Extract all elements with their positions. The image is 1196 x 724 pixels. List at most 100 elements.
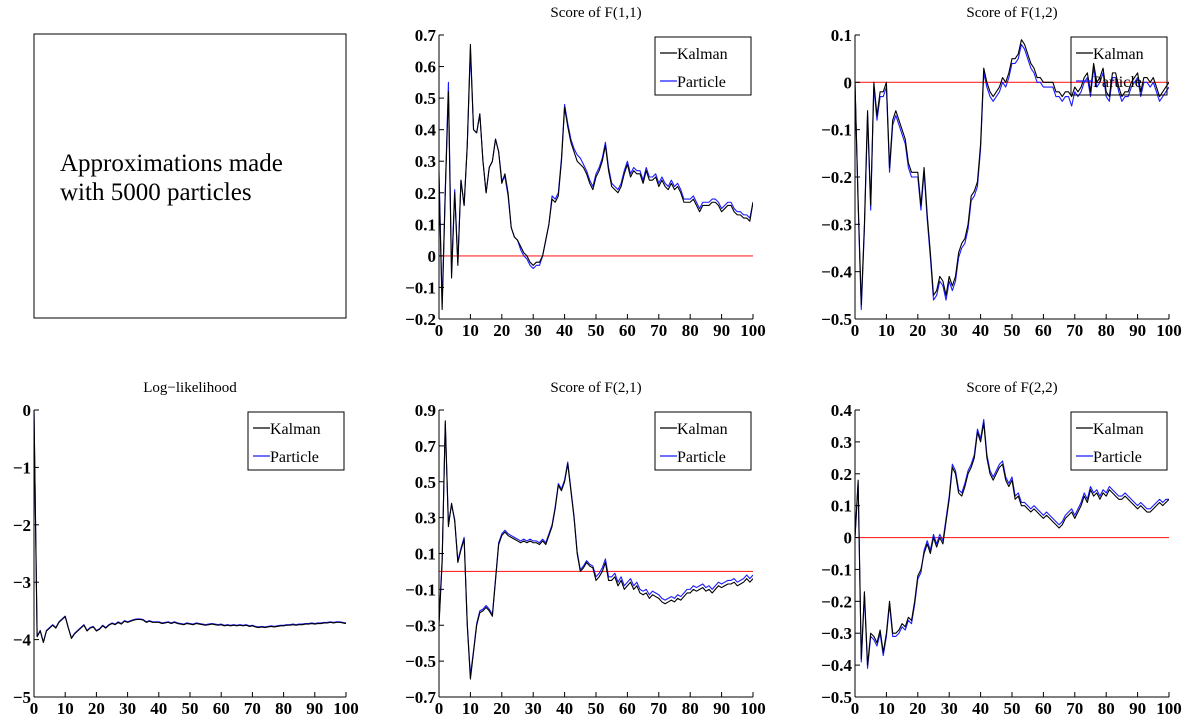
y-tick-label: 0.6 xyxy=(415,58,436,77)
x-tick-label: 50 xyxy=(588,699,605,718)
x-tick-label: 10 xyxy=(462,321,479,340)
x-tick-label: 60 xyxy=(619,699,636,718)
x-tick-label: 80 xyxy=(682,699,699,718)
y-tick-label: 0 xyxy=(23,401,32,420)
legend: Kalman Particle xyxy=(1070,411,1168,471)
x-tick-label: 70 xyxy=(1066,699,1083,718)
x-tick-label: 0 xyxy=(435,321,444,340)
legend: Kalman Particle xyxy=(247,411,345,471)
x-tick-label: 100 xyxy=(1156,699,1182,718)
x-tick-label: 80 xyxy=(1098,321,1115,340)
x-tick-label: 20 xyxy=(493,321,510,340)
x-tick-label: 20 xyxy=(493,699,510,718)
chart-title: Score of F(1,1) xyxy=(550,5,641,21)
x-tick-label: 10 xyxy=(462,699,479,718)
series-line-kalman xyxy=(34,410,346,644)
note-box xyxy=(33,33,347,319)
chart-f11: Score of F(1,1) −0.2 −0.1 0 0.1 0.2 0.3 0.4 0.5 0… xyxy=(405,5,766,340)
y-tick-label: 0.5 xyxy=(415,473,436,492)
y-tick-label: 0.1 xyxy=(831,497,852,516)
y-tick-label: −0.2 xyxy=(821,168,852,187)
legend-label-kalman: Kalman xyxy=(1093,46,1144,63)
chart-f21: Score of F(2,1) −0.7 −0.5 −0.3 −0.1 0.1 0.3 0.5… xyxy=(405,380,766,718)
legend-label-particle: Particle xyxy=(677,449,726,466)
y-tick-label: −2 xyxy=(13,516,31,535)
chart-loglik: Log−likelihood −5 −4 −3 −2 −1 0 0 10 20 30 40 50 60 70… xyxy=(13,380,359,718)
charts-area: Score of F(1,1) −0.2 −0.1 0 0.1 0.2 0.3 0.4 0.5 0… xyxy=(13,5,1182,718)
legend-box xyxy=(1070,36,1168,96)
y-tick-label: −0.1 xyxy=(405,278,436,297)
y-tick-label: 0.4 xyxy=(831,401,853,420)
legend-label-particle: Particle xyxy=(1093,449,1142,466)
y-tick-label: −0.5 xyxy=(821,310,852,329)
y-tick-label: −0.4 xyxy=(821,656,852,675)
x-tick-label: 20 xyxy=(909,699,926,718)
legend-box xyxy=(654,411,752,471)
x-tick-label: 100 xyxy=(333,699,359,718)
x-tick-label: 0 xyxy=(30,699,39,718)
x-tick-label: 0 xyxy=(435,699,444,718)
legend-box xyxy=(654,36,752,96)
chart-title: Score of F(1,2) xyxy=(966,5,1057,21)
x-tick-label: 80 xyxy=(682,321,699,340)
x-tick-label: 30 xyxy=(941,321,958,340)
note-panel: Approximations made with 5000 particles xyxy=(33,33,347,319)
series-line-kalman xyxy=(439,43,753,311)
x-tick-label: 90 xyxy=(306,699,323,718)
x-tick-label: 20 xyxy=(88,699,105,718)
legend-box xyxy=(1070,411,1168,471)
x-tick-label: 10 xyxy=(878,699,895,718)
chart-title: Score of F(2,2) xyxy=(966,380,1057,396)
y-tick-label: 0.3 xyxy=(415,152,436,171)
legend-label-particle: Particle xyxy=(1093,74,1142,91)
x-tick-label: 80 xyxy=(275,699,292,718)
x-tick-label: 60 xyxy=(619,321,636,340)
series-line-particle xyxy=(855,419,1169,669)
y-tick-label: 0.1 xyxy=(831,26,852,45)
chart-f22: Score of F(2,2) −0.5 −0.4 −0.3 −0.2 −0.1 0 0.1 0… xyxy=(821,380,1182,718)
y-tick-label: 0.1 xyxy=(415,545,436,564)
x-tick-label: 70 xyxy=(1066,321,1083,340)
x-tick-label: 40 xyxy=(972,699,989,718)
x-tick-label: 40 xyxy=(150,699,167,718)
x-tick-label: 50 xyxy=(1004,699,1021,718)
x-tick-label: 90 xyxy=(713,321,730,340)
y-tick-label: 0 xyxy=(428,247,437,266)
x-tick-label: 100 xyxy=(1156,321,1182,340)
series-group xyxy=(34,410,346,644)
x-tick-label: 60 xyxy=(1035,321,1052,340)
x-tick-label: 60 xyxy=(213,699,230,718)
x-tick-label: 100 xyxy=(740,321,766,340)
legend-label-kalman: Kalman xyxy=(677,46,728,63)
series-line-particle xyxy=(855,43,1169,311)
y-tick-label: −0.7 xyxy=(405,688,436,707)
y-tick-label: 0.3 xyxy=(831,433,852,452)
x-tick-label: 80 xyxy=(1098,699,1115,718)
y-tick-label: −0.3 xyxy=(405,616,436,635)
y-tick-label: 0.2 xyxy=(415,184,436,203)
y-tick-label: −5 xyxy=(13,688,31,707)
note-line-2: with 5000 particles xyxy=(60,179,252,206)
y-tick-label: 0.1 xyxy=(415,215,436,234)
x-tick-label: 70 xyxy=(650,321,667,340)
series-line-kalman xyxy=(855,39,1169,306)
legend-label-particle: Particle xyxy=(677,74,726,91)
x-tick-label: 20 xyxy=(909,321,926,340)
y-tick-label: −3 xyxy=(13,573,31,592)
x-tick-label: 30 xyxy=(119,699,136,718)
y-tick-label: −0.1 xyxy=(821,121,852,140)
x-tick-label: 40 xyxy=(972,321,989,340)
x-tick-label: 50 xyxy=(182,699,199,718)
y-tick-label: −0.4 xyxy=(821,263,852,282)
x-tick-label: 70 xyxy=(244,699,261,718)
y-tick-label: −0.1 xyxy=(821,560,852,579)
series-line-kalman xyxy=(855,422,1169,666)
legend: Kalman Particle xyxy=(1070,36,1168,96)
x-tick-label: 70 xyxy=(650,699,667,718)
x-tick-label: 10 xyxy=(57,699,74,718)
legend-label-particle: Particle xyxy=(270,449,319,466)
y-tick-label: 0.2 xyxy=(831,465,852,484)
x-tick-label: 0 xyxy=(851,699,860,718)
x-tick-label: 30 xyxy=(525,699,542,718)
